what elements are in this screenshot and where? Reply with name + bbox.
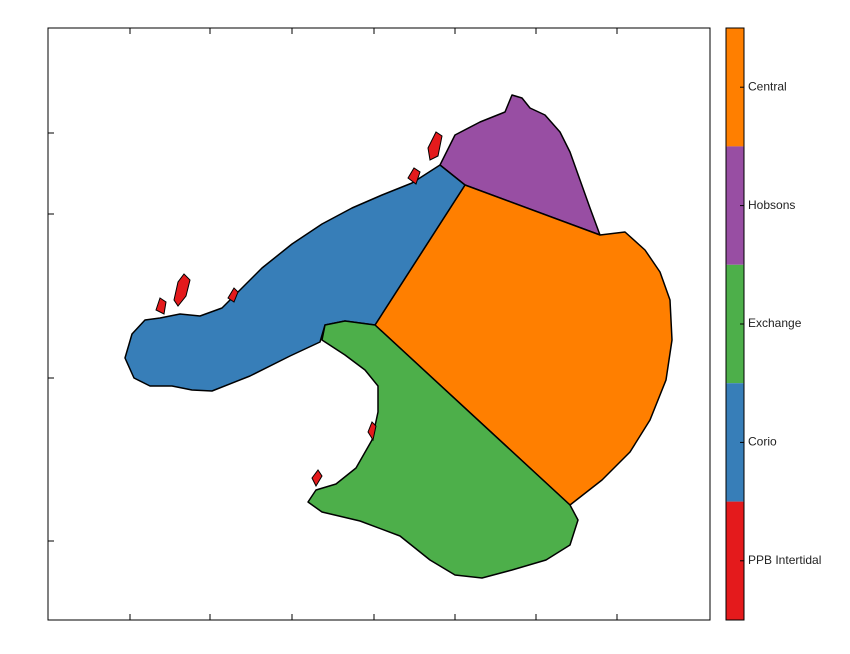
bay-regions	[124, 94, 673, 579]
region-exchange	[307, 320, 579, 579]
colorbar-label: Corio	[748, 435, 777, 449]
colorbar-segment	[726, 264, 744, 384]
intertidal-patch	[367, 421, 377, 442]
intertidal-patch	[427, 131, 443, 161]
intertidal-patches	[155, 131, 443, 488]
region-corio	[124, 164, 466, 392]
colorbar-segment	[726, 383, 744, 502]
intertidal-patch	[173, 273, 191, 307]
axis-ticks	[48, 28, 618, 620]
colorbar-label: Hobsons	[748, 198, 795, 212]
colorbar-segment	[726, 28, 744, 147]
region-hobsons	[439, 94, 601, 236]
colorbar-segment	[726, 501, 744, 620]
intertidal-patch	[227, 287, 239, 303]
colorbar-label: PPB Intertidal	[748, 553, 821, 567]
intertidal-patch	[311, 469, 323, 488]
colorbar: Central Hobsons Exchange Corio PPB Intertida…	[725, 27, 821, 621]
intertidal-patch	[155, 297, 167, 315]
colorbar-label: Exchange	[748, 316, 802, 330]
colorbar-label: Central	[748, 79, 787, 93]
colorbar-frame	[725, 27, 745, 621]
colorbar-segment	[726, 146, 744, 265]
region-central	[374, 184, 673, 506]
map-area	[47, 27, 711, 621]
intertidal-patch	[407, 167, 421, 185]
